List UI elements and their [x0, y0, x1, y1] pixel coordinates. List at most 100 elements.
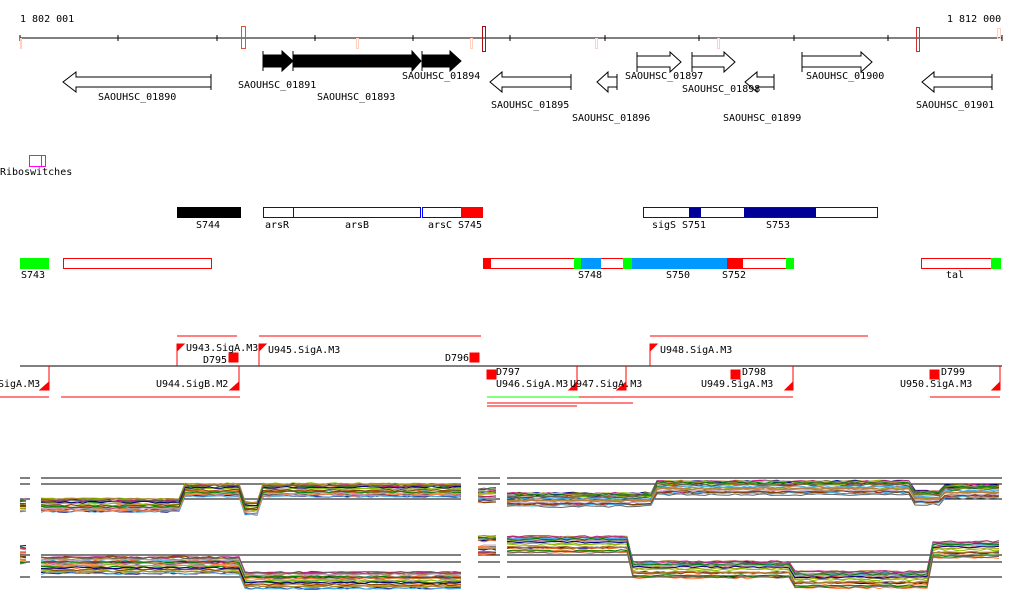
segment-label: arsB: [345, 220, 370, 231]
segment-part: [623, 258, 632, 269]
gene-label[interactable]: SAOUHSC_01901: [916, 100, 995, 111]
expression-profile-line: [507, 545, 1000, 584]
riboswitch-label: Riboswitches: [0, 167, 73, 178]
gene-arrow-01894: [421, 49, 462, 73]
promoter-label[interactable]: U944.SigB.M2: [156, 379, 229, 390]
expression-profile-line: [477, 539, 497, 542]
segment-part: [574, 258, 581, 269]
segment-red-box[interactable]: [63, 258, 212, 269]
promoter-label[interactable]: U943.SigA.M3: [186, 343, 259, 354]
expression-profile-line: [40, 484, 462, 505]
segment-sigS[interactable]: [643, 207, 878, 218]
segment-label: arsR: [265, 220, 290, 231]
gene-label[interactable]: SAOUHSC_01899: [723, 113, 802, 124]
expression-profile-line: [19, 509, 27, 511]
promoter-label[interactable]: D798: [742, 367, 767, 378]
segment-S752[interactable]: [727, 258, 743, 269]
gene-arrow-01895: [489, 70, 572, 94]
gene-label[interactable]: SAOUHSC_01900: [806, 71, 885, 82]
expression-profile-line: [19, 562, 27, 565]
gene-label[interactable]: SAOUHSC_01890: [98, 92, 177, 103]
segment-S751[interactable]: [689, 208, 701, 217]
gene-arrow-01901: [921, 70, 993, 94]
expression-profile-line: [40, 560, 462, 579]
gene-label[interactable]: SAOUHSC_01897: [625, 71, 704, 82]
segment-S745[interactable]: [461, 207, 483, 218]
expression-profile-line: [477, 487, 497, 490]
segment-S748[interactable]: [581, 258, 601, 269]
expression-profile-line: [19, 498, 27, 501]
segment-tal[interactable]: [921, 258, 1001, 269]
expression-profile-line: [506, 482, 1000, 498]
expression-profile-line: [506, 550, 1000, 589]
gene-arrow-01897: [636, 50, 682, 74]
expression-profile-line: [477, 534, 497, 538]
gene-arrow-01899: [744, 70, 775, 94]
segment-label: S748: [578, 270, 603, 281]
promoter-label[interactable]: U946.SigA.M3: [496, 379, 569, 390]
segment-arsB[interactable]: [293, 207, 421, 218]
promoter-label[interactable]: D796: [445, 353, 470, 364]
expression-profile-line: [477, 491, 497, 495]
gene-label[interactable]: SAOUHSC_01893: [317, 92, 396, 103]
expression-profile-line: [507, 489, 1000, 505]
gene-label[interactable]: SAOUHSC_01894: [402, 71, 481, 82]
segment-S744[interactable]: [177, 207, 241, 218]
gene-label[interactable]: SAOUHSC_01895: [491, 100, 570, 111]
promoter-label[interactable]: D797: [496, 367, 521, 378]
expression-profile-line: [477, 553, 497, 556]
gene-arrow-01900: [801, 50, 873, 74]
ruler-end: 1 812 000: [947, 14, 1002, 25]
expression-profile-line: [506, 543, 1000, 582]
promoter-label[interactable]: SigA.M3: [0, 379, 41, 390]
expression-profile-line: [506, 540, 1000, 579]
promoter-label[interactable]: U945.SigA.M3: [268, 345, 341, 356]
gene-arrow-01891: [262, 49, 294, 73]
expression-profile-line: [40, 493, 462, 515]
expression-profile-line: [40, 566, 462, 585]
expression-profile-line: [40, 488, 462, 510]
ruler-start: 1 802 001: [20, 14, 75, 25]
promoter-label[interactable]: U947.SigA.M3: [570, 379, 643, 390]
gene-label[interactable]: SAOUHSC_01898: [682, 84, 761, 95]
riboswitch-box: [29, 155, 46, 167]
gene-label[interactable]: SAOUHSC_01896: [572, 113, 651, 124]
promoter-label[interactable]: U949.SigA.M3: [701, 379, 774, 390]
segment-S753[interactable]: [744, 208, 816, 217]
promoter-label[interactable]: U950.SigA.M3: [900, 379, 973, 390]
promoter-label[interactable]: D795: [203, 355, 228, 366]
expression-profile-line: [506, 490, 999, 506]
expression-profile-line: [478, 537, 497, 539]
expression-profile-line: [40, 572, 462, 590]
segment-arsR[interactable]: [263, 207, 294, 218]
expression-profile-line: [477, 551, 497, 553]
gene-arrow-01893: [292, 49, 422, 73]
expression-profile-line: [477, 490, 497, 493]
expression-profile-line: [40, 564, 462, 583]
expression-profile-line: [477, 492, 497, 495]
expression-profile-line: [40, 485, 462, 507]
segment-label: S745: [458, 220, 483, 231]
expression-profile-line: [19, 548, 27, 551]
expression-profile-line: [19, 545, 27, 547]
segment-label: S743: [21, 270, 46, 281]
segment-part: [991, 258, 1001, 269]
segment-label: S752: [722, 270, 747, 281]
segment-label: S753: [766, 220, 791, 231]
expression-profile-line: [506, 487, 1000, 503]
expression-profile-line: [40, 556, 462, 575]
segment-S743[interactable]: [20, 258, 49, 269]
segment-label: tal: [946, 270, 965, 281]
segment-label: S751: [682, 220, 707, 231]
segment-arsC[interactable]: [422, 207, 462, 218]
expression-profile-line: [506, 537, 1000, 576]
expression-profile-line: [477, 495, 497, 498]
gene-label[interactable]: SAOUHSC_01891: [238, 80, 317, 91]
gene-arrow-01898: [691, 50, 736, 74]
segment-S750[interactable]: [632, 258, 727, 269]
promoter-label[interactable]: D799: [941, 367, 966, 378]
segment-part: [786, 258, 794, 269]
expression-profile-line: [477, 546, 497, 549]
promoter-label[interactable]: U948.SigA.M3: [660, 345, 733, 356]
